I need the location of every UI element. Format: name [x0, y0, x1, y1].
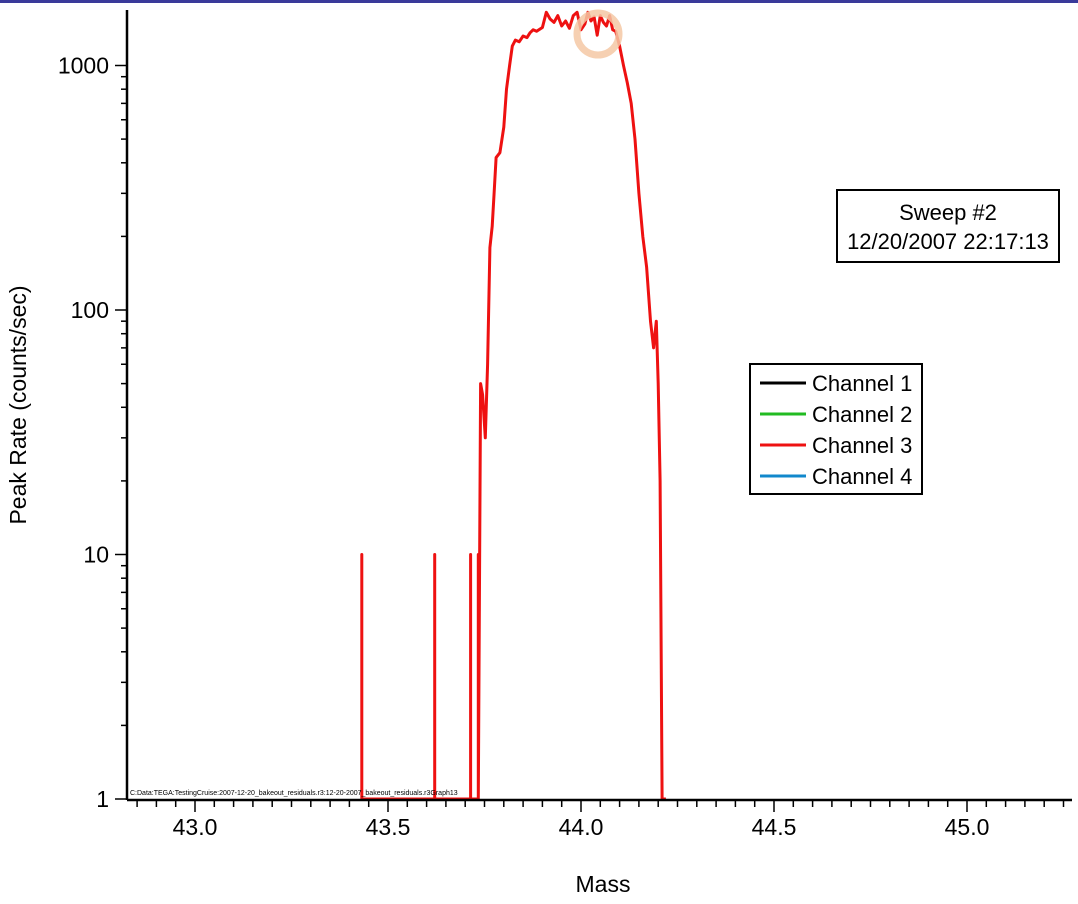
- legend-label-channel-3: Channel 3: [812, 433, 912, 458]
- plot-layer: [360, 9, 667, 801]
- x-tick-label: 43.0: [173, 814, 218, 840]
- y-axis-title: Peak Rate (counts/sec): [5, 285, 31, 524]
- info-sweep-label: Sweep #2: [899, 200, 997, 225]
- x-tick-label: 44.5: [752, 814, 797, 840]
- x-tick-label: 45.0: [945, 814, 990, 840]
- legend-label-channel-1: Channel 1: [812, 371, 912, 396]
- file-path-label: C:Data:TEGA:TestingCruise:2007-12-20_bak…: [130, 790, 458, 797]
- peak-highlight-ring: [573, 9, 623, 59]
- y-tick-label: 100: [71, 297, 109, 323]
- y-tick-label: 10: [83, 542, 109, 568]
- info-box: Sweep #2 12/20/2007 22:17:13: [836, 189, 1060, 263]
- x-tick-label: 44.0: [559, 814, 604, 840]
- window-top-bar: [0, 0, 1078, 3]
- info-timestamp: 12/20/2007 22:17:13: [847, 229, 1049, 254]
- x-axis-title: Mass: [576, 871, 631, 897]
- axes-layer: 1 10 100 1000 43.0 43.5 44.0 44.5 45.0: [58, 10, 1072, 840]
- legend-label-channel-2: Channel 2: [812, 402, 912, 427]
- x-tick-label: 43.5: [366, 814, 411, 840]
- y-tick-label: 1: [96, 786, 109, 812]
- legend: Channel 1 Channel 2 Channel 3 Channel 4: [749, 363, 923, 495]
- legend-label-channel-4: Channel 4: [812, 464, 912, 489]
- series-line-channel-3: [360, 10, 667, 801]
- y-tick-label: 1000: [58, 53, 109, 79]
